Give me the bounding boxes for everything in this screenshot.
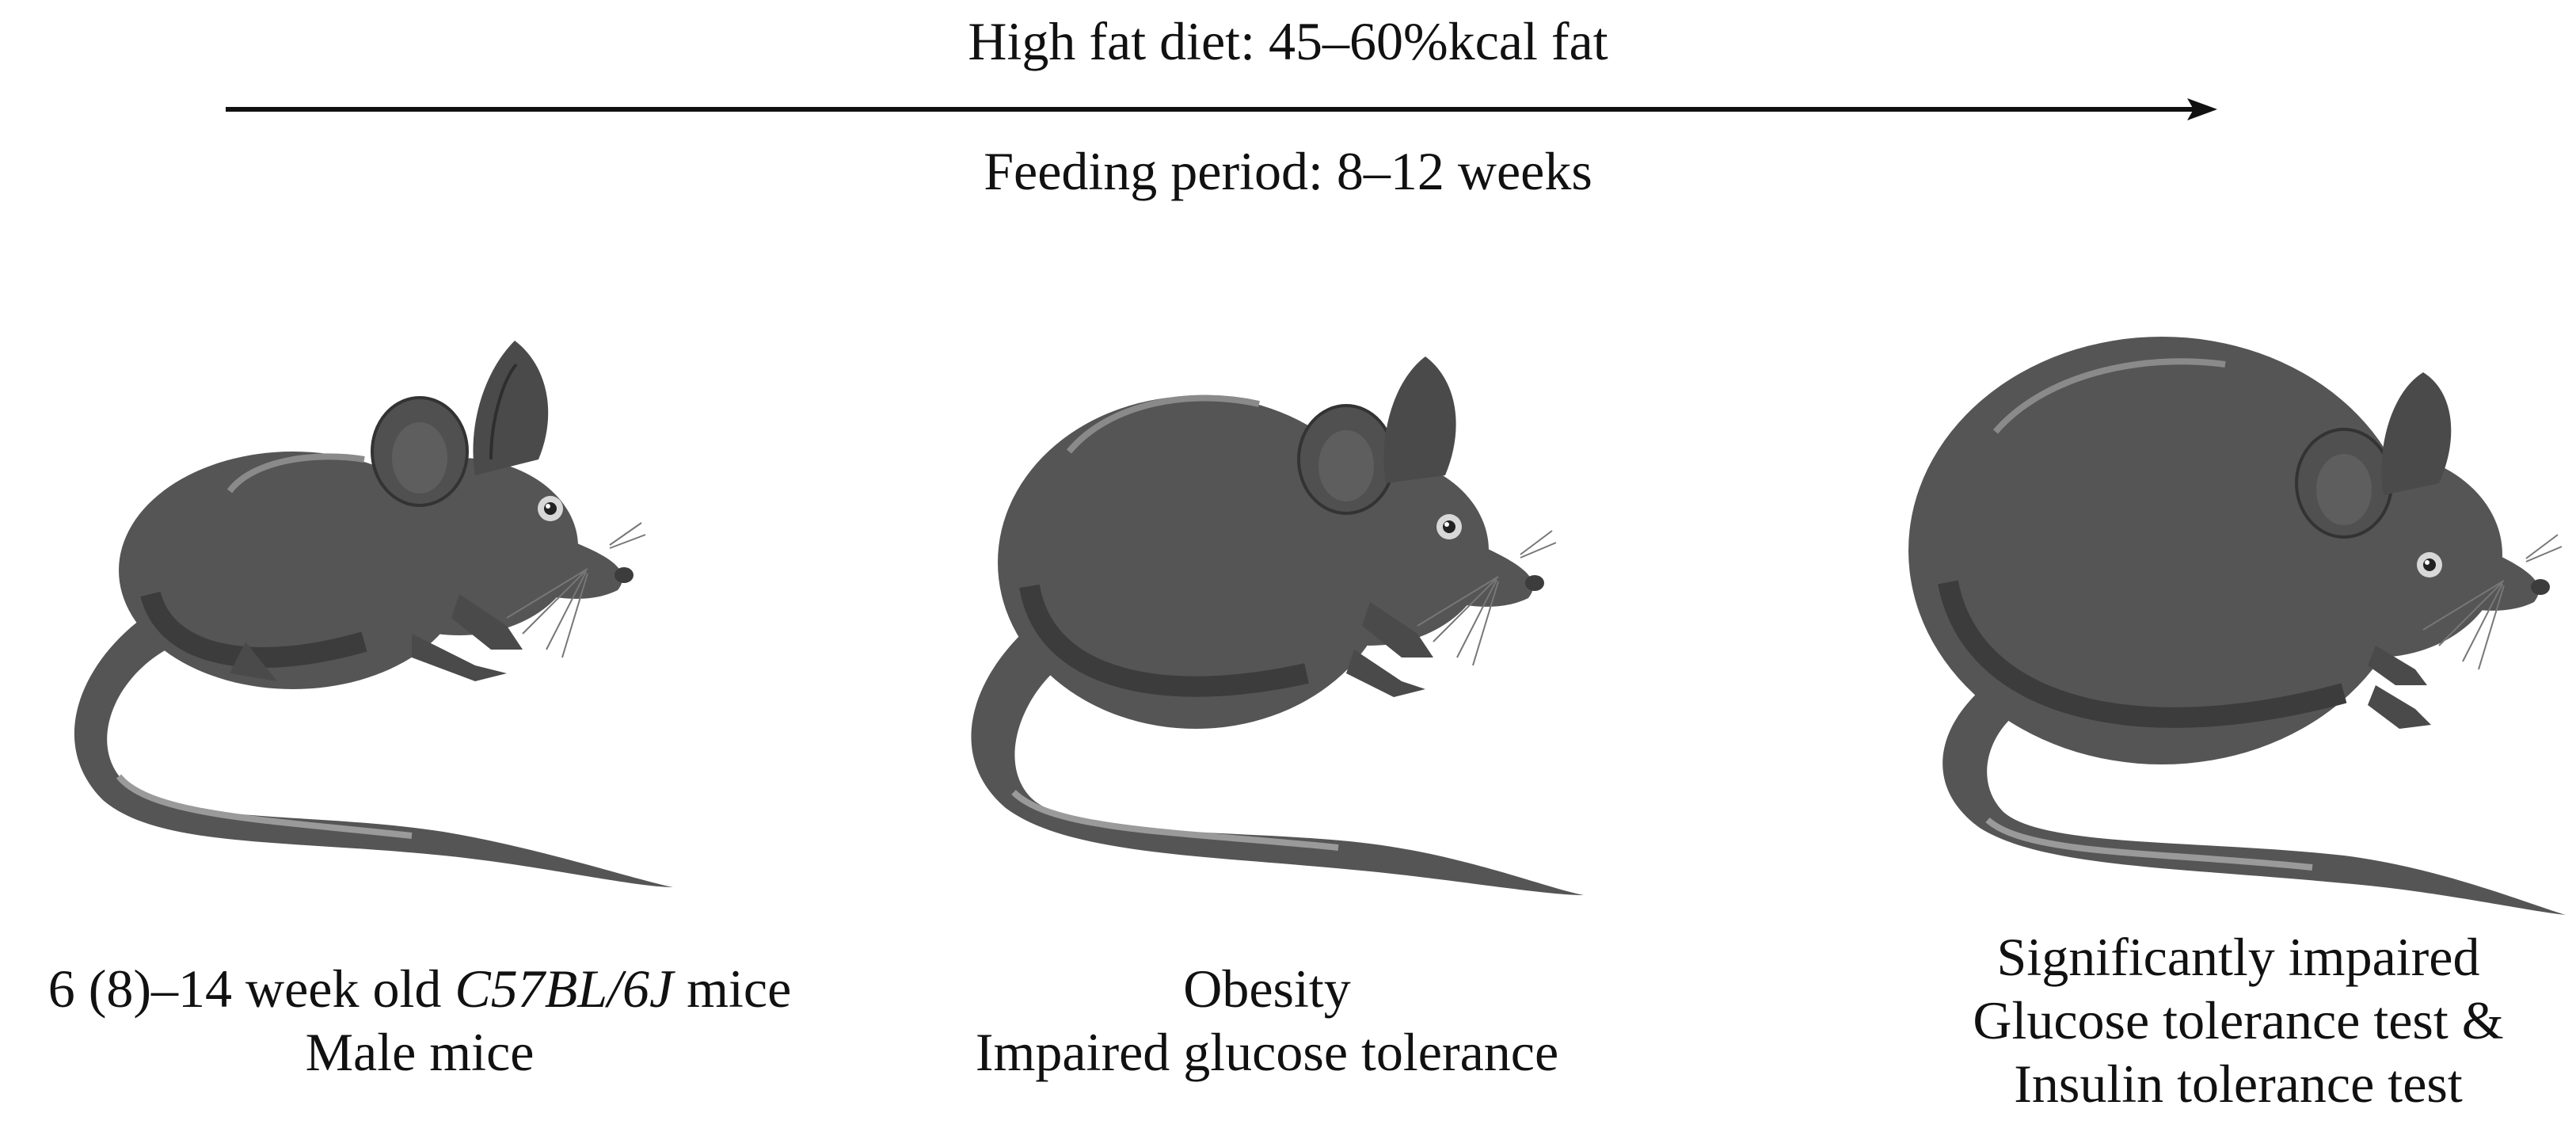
stage-2-line-2: Impaired glucose tolerance: [975, 1022, 1559, 1082]
stage-3-line-3: Insulin tolerance test: [2014, 1054, 2463, 1114]
mouse-strain: C57BL/6J: [455, 959, 674, 1019]
stage-2-line-1: Obesity: [1183, 959, 1351, 1019]
stage-3-caption: Significantly impaired Glucose tolerance…: [1901, 925, 2576, 1115]
stage-1-line-2: Male mice: [305, 1022, 535, 1082]
lean-mouse-icon: [74, 341, 674, 887]
stage-1-line-1: 6 (8)–14 week old C57BL/6J mice: [48, 959, 792, 1019]
stage-3-line-2: Glucose tolerance test &: [1973, 990, 2504, 1050]
diet-label: High fat diet: 45–60%kcal fat: [968, 11, 1608, 71]
stage-2-caption: Obesity Impaired glucose tolerance: [871, 957, 1663, 1084]
severely-obese-mouse-icon: [1908, 337, 2566, 915]
stage-1-caption: 6 (8)–14 week old C57BL/6J mice Male mic…: [0, 957, 839, 1084]
feeding-period-label: Feeding period: 8–12 weeks: [984, 141, 1592, 201]
stage-3-line-1: Significantly impaired: [1996, 927, 2480, 987]
obese-mouse-icon: [971, 356, 1584, 895]
arrow-head-icon: [2187, 98, 2217, 120]
